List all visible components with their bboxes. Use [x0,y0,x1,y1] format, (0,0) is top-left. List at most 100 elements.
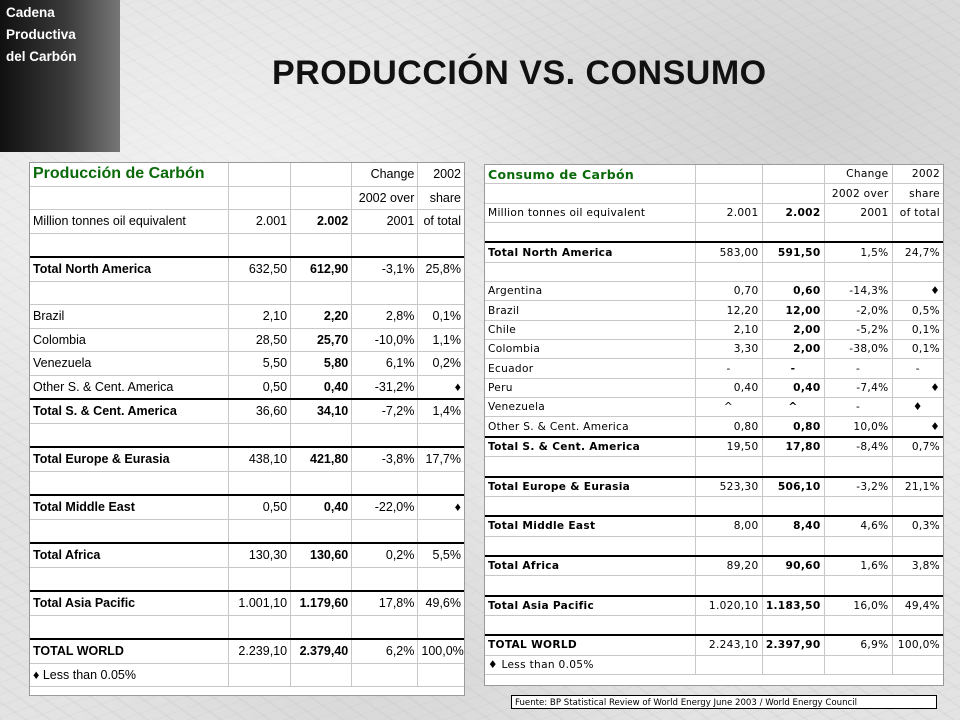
row-label [30,471,229,496]
value-2001 [228,423,292,448]
value-change: 2,8% [351,304,419,329]
value-share: 0,7% [892,435,943,458]
table-row: Peru 0,40 0,40 -7,4% ♦ [485,378,943,399]
value-2002 [290,281,353,305]
value-change: -7,2% [351,398,419,424]
table-row: Brazil 12,20 12,00 -2,0% 0,5% [485,300,943,321]
value-2001: 438,10 [228,446,292,472]
value-share: ♦ [892,378,943,399]
value-change: -3,1% [351,256,419,282]
value-change: -2,0% [824,300,893,321]
value-share [892,262,943,283]
value-share [892,456,943,477]
value-2001: 0,80 [695,416,763,438]
value-2002 [762,536,825,557]
spacer-row [30,567,464,592]
table-header-row: Million tonnes oil equivalent 2.001 2.00… [485,203,943,224]
value-2002: 0,40 [290,375,353,400]
consumption-table: Consumo de Carbón Change 2002 2002 over … [485,165,943,675]
value-change: 6,1% [351,351,419,376]
value-2002: 421,80 [290,446,353,472]
value-change [351,519,419,544]
col-2002: 2.002 [762,203,825,224]
value-2001: 3,30 [695,339,763,360]
row-label [485,456,696,477]
row-label: TOTAL WORLD [485,634,696,656]
row-label [30,281,229,305]
value-2001 [695,496,763,517]
value-share: 0,2% [417,351,464,376]
value-2002: 90,60 [762,554,825,577]
table-row: Colombia 3,30 2,00 -38,0% 0,1% [485,339,943,360]
table-header-row: 2002 over share [485,183,943,204]
value-2002: 0,40 [290,494,353,520]
table-header-row: Consumo de Carbón Change 2002 [485,165,943,185]
value-share: 25,8% [417,256,464,282]
value-change [824,456,893,477]
value-2002: 25,70 [290,328,353,352]
value-2002: 5,80 [290,351,353,376]
spacer-row [485,496,943,517]
value-share: ♦ [892,281,943,302]
value-2002: 8,40 [762,515,825,537]
value-share: 24,7% [892,241,943,263]
total-row: TOTAL WORLD 2.239,10 2.379,40 6,2% 100,0% [30,638,464,664]
value-2002 [762,496,825,517]
row-label: Total Africa [485,554,696,577]
spacer-row [485,615,943,636]
row-label: Other S. & Cent. America [30,375,229,400]
value-change [824,615,893,636]
value-2002: 0,80 [762,416,825,438]
value-change [351,615,419,640]
value-share [892,575,943,597]
value-change: -7,4% [824,378,893,399]
value-2002: ^ [762,397,825,418]
value-change [824,536,893,557]
table-row: Brazil 2,10 2,20 2,8% 0,1% [30,304,464,329]
value-change: 16,0% [824,594,893,616]
table-row: Argentina 0,70 0,60 -14,3% ♦ [485,281,943,302]
value-2001 [228,519,292,544]
value-change [824,655,893,675]
row-label: Total Europe & Eurasia [485,475,696,497]
value-change: 0,2% [351,542,419,568]
row-label: Total North America [485,241,696,263]
table-row: Venezuela ^ ^ - ♦ [485,397,943,418]
value-share: 1,1% [417,328,464,352]
value-share: 0,5% [892,300,943,321]
total-row: Total Europe & Eurasia 523,30 506,10 -3,2% 2… [485,475,943,497]
value-change: 17,8% [351,590,419,616]
value-2002 [290,615,353,640]
row-label: Total Africa [30,542,229,568]
value-2001: 89,20 [695,554,763,577]
value-2001 [695,262,763,283]
row-label: Colombia [485,339,696,360]
value-change: 4,6% [824,515,893,537]
value-change: -3,2% [824,475,893,497]
row-label: Chile [485,320,696,341]
spacer-row [30,471,464,496]
consumption-panel: Consumo de Carbón Change 2002 2002 over … [484,164,944,686]
source-note: Fuente: BP Statistical Review of World E… [511,695,937,709]
value-2001 [695,536,763,557]
value-change: -3,8% [351,446,419,472]
page-title: PRODUCCIÓN VS. CONSUMO [272,54,767,92]
table-row: Other S. & Cent. America 0,80 0,80 10,0% ♦ [485,416,943,438]
value-2001: 2,10 [695,320,763,341]
value-change: -38,0% [824,339,893,360]
value-change: -31,2% [351,375,419,400]
table-header-row: Producción de Carbón Change 2002 [30,163,464,187]
value-2002: 2.379,40 [290,638,353,664]
total-row: Total Asia Pacific 1.020,10 1.183,50 16,0% 4… [485,594,943,616]
col-2002: 2.002 [290,209,353,234]
value-2001: 1.001,10 [228,590,292,616]
row-label [30,423,229,448]
total-row: Total Africa 89,20 90,60 1,6% 3,8% [485,554,943,577]
row-label [30,615,229,640]
header-share: share [417,186,464,210]
row-label [485,536,696,557]
value-2002: 612,90 [290,256,353,282]
value-2001 [228,663,292,687]
value-2001: 19,50 [695,435,763,458]
total-row: Total Asia Pacific 1.001,10 1.179,60 17,8% 4… [30,590,464,616]
